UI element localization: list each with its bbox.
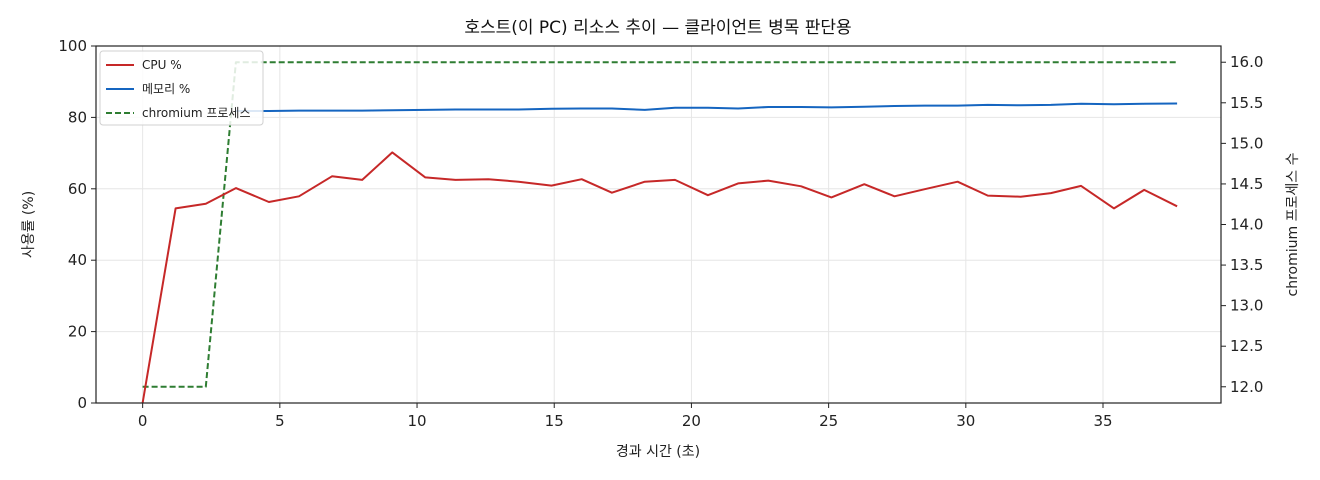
x-tick-label: 5 — [275, 412, 285, 430]
y-tick-label: 0 — [77, 394, 87, 412]
legend: CPU % 메모리 % chromium 프로세스 — [99, 50, 264, 126]
y2-axis-title: chromium 프로세스 수 — [1285, 152, 1301, 296]
y2-tick-label: 16.0 — [1230, 53, 1263, 71]
x-tick-label: 20 — [682, 412, 701, 430]
x-axis-title: 경과 시간 (초) — [616, 444, 700, 460]
y2-tick-label: 13.0 — [1230, 297, 1263, 315]
series-line-2 — [142, 61, 1178, 388]
x-tick-label: 30 — [956, 412, 975, 430]
y2-tick-label: 12.0 — [1230, 378, 1263, 396]
x-tick-label: 35 — [1093, 412, 1112, 430]
y-tick-label: 80 — [68, 108, 87, 126]
legend-label: chromium 프로세스 — [142, 106, 251, 120]
y-axis-title: 사용률 (%) — [21, 191, 37, 258]
y2-axis-ticks: 12.0 12.5 13.0 13.5 14.0 14.5 15.0 15.5 16.0 — [1221, 53, 1263, 396]
y-tick-label: 100 — [58, 37, 87, 55]
y2-tick-label: 14.0 — [1230, 216, 1263, 234]
plot-frame — [95, 45, 1222, 404]
chart-title: 호스트(이 PC) 리소스 추이 — 클라이언트 병목 판단용 — [464, 18, 851, 38]
series-layer — [141, 61, 1178, 404]
y-axis-ticks: 0 20 40 60 80 100 — [58, 37, 96, 412]
x-tick-label: 25 — [819, 412, 838, 430]
series-line-1 — [235, 102, 1178, 112]
x-tick-label: 0 — [138, 412, 148, 430]
y2-tick-label: 13.5 — [1230, 256, 1263, 274]
y-tick-label: 20 — [68, 323, 87, 341]
legend-label: 메모리 % — [142, 82, 190, 96]
y-tick-label: 40 — [68, 251, 87, 269]
y2-tick-label: 15.0 — [1230, 134, 1263, 152]
legend-box — [99, 50, 264, 126]
grid-lines — [96, 45, 1221, 404]
y2-tick-label: 14.5 — [1230, 175, 1263, 193]
y2-tick-label: 12.5 — [1230, 337, 1263, 355]
x-tick-label: 15 — [545, 412, 564, 430]
x-axis-ticks: 0 5 10 15 20 25 30 35 — [138, 403, 1113, 430]
y-tick-label: 60 — [68, 180, 87, 198]
y2-tick-label: 15.5 — [1230, 94, 1263, 112]
x-tick-label: 10 — [407, 412, 426, 430]
series-line-0 — [141, 151, 1178, 404]
legend-label: CPU % — [142, 58, 182, 72]
